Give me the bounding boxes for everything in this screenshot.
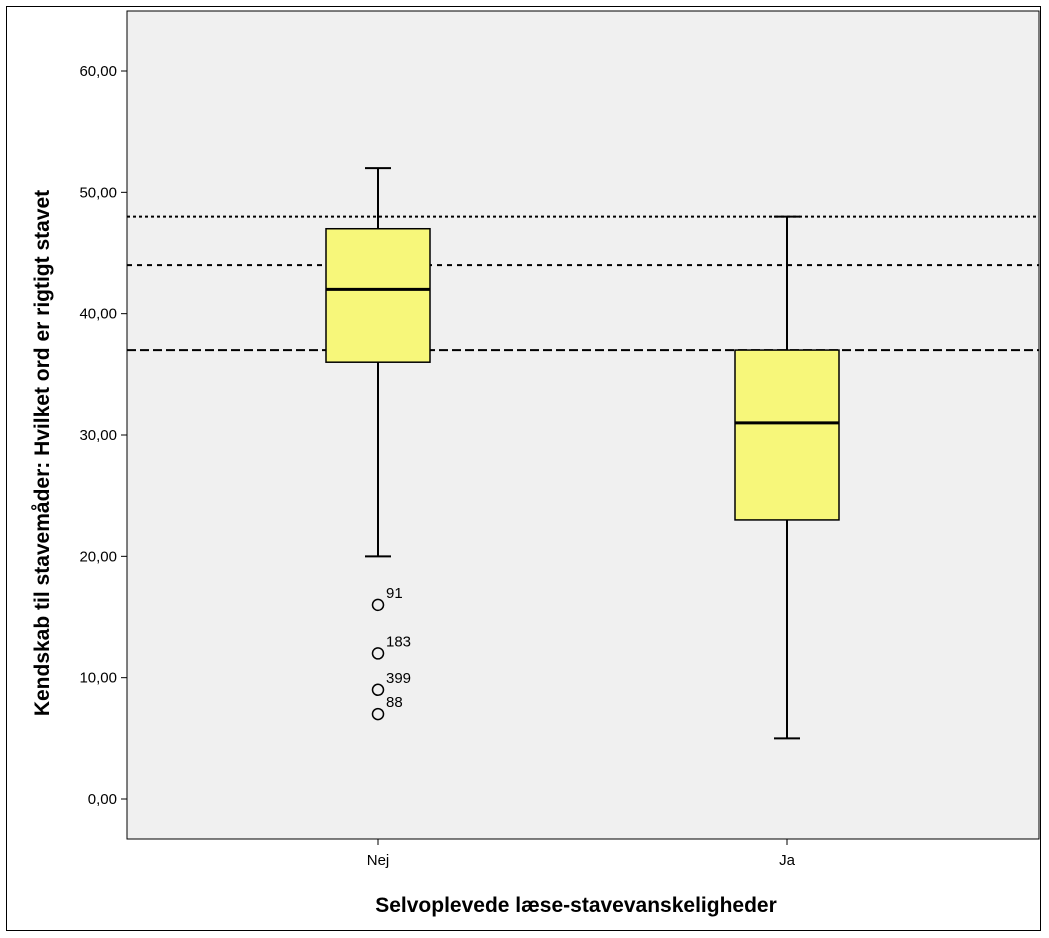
box-group-nej: 91 183 399 88 xyxy=(325,167,431,721)
reference-lines xyxy=(127,215,1039,352)
y-tick-label: 10,00 xyxy=(79,670,117,687)
box-group-ja xyxy=(734,215,840,740)
y-axis-ticks: 0,00 10,00 20,00 30,00 40,00 50,00 60,00 xyxy=(79,63,127,808)
outlier-label: 399 xyxy=(386,670,411,687)
x-tick-label: Nej xyxy=(367,852,390,869)
y-tick-label: 0,00 xyxy=(88,791,117,808)
x-tick-label: Ja xyxy=(779,852,796,869)
y-tick-label: 50,00 xyxy=(79,184,117,201)
outlier-point xyxy=(371,647,385,660)
x-axis-ticks: Nej Ja xyxy=(367,839,796,869)
outlier-point xyxy=(371,683,385,697)
outlier-label: 91 xyxy=(386,585,403,602)
iqr-box xyxy=(325,227,431,363)
y-tick-label: 20,00 xyxy=(79,548,117,565)
y-tick-label: 60,00 xyxy=(79,63,117,80)
y-tick-label: 40,00 xyxy=(79,306,117,323)
outlier-point xyxy=(371,598,385,612)
outlier-label: 183 xyxy=(386,633,411,650)
iqr-box xyxy=(734,349,840,521)
y-tick-label: 30,00 xyxy=(79,427,117,444)
plot-area xyxy=(126,10,1040,840)
y-axis-title: Kendskab til stavemåder: Hvilket ord er … xyxy=(31,190,54,716)
outlier-label: 88 xyxy=(386,694,403,711)
boxes: 91 183 399 88 xyxy=(325,167,840,740)
outlier-point xyxy=(371,707,385,721)
x-axis-title: Selvoplevede læse-stavevanskeligheder xyxy=(375,894,777,917)
